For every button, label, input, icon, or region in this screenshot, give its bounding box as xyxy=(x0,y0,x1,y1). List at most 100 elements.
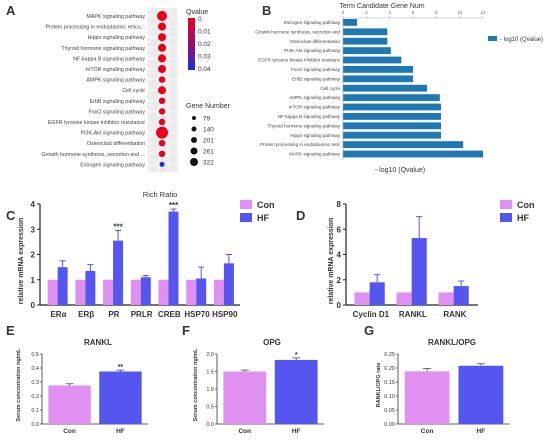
panel-c-y-tick-label: 0 xyxy=(31,301,36,310)
panel-c-y-tick-label: 3 xyxy=(31,225,36,234)
panel-a-pathway-label: NF-kappa B signaling pathway xyxy=(73,56,145,62)
panel-g-bar xyxy=(458,365,504,424)
panel-b-pathway-label: FoxO signaling pathway xyxy=(291,67,341,72)
panel-a-size-legend-label: 322 xyxy=(203,160,214,167)
panel-c-y-tick-label: 4 xyxy=(31,200,36,209)
panel-a-pathway-label: MAPK signaling pathway xyxy=(86,14,145,20)
panel-f-bar xyxy=(223,371,267,424)
panel-d-y-tick-label: 0 xyxy=(337,301,342,310)
panel-g-y-tick-label: 0.05 xyxy=(384,408,395,414)
panel-f-y-tick-label: 1.5 xyxy=(206,370,214,376)
panel-d-category-label: Cyclin D1 xyxy=(353,310,390,319)
panel-a-size-legend-label: 140 xyxy=(203,127,214,134)
panel-b-bar xyxy=(343,47,391,54)
panel-b-top-tick-label: 6 xyxy=(412,10,415,15)
panel-a-size-legend: 79 140 201 261 322 xyxy=(190,116,214,167)
panel-d-legend-hf-swatch xyxy=(500,213,512,222)
panel-c-bar-con xyxy=(158,279,169,305)
panel-g-y-tick-label: 0.00 xyxy=(384,422,395,428)
panel-e-y-tick-label: 0.4 xyxy=(31,366,39,372)
panel-b-bar xyxy=(343,56,402,64)
panel-c-plot: 0 1 2 3 4 ERα ERβ *** PR PRLR *** CREB HSP70 HSP90 xyxy=(31,200,240,319)
panel-b-bar xyxy=(343,141,464,148)
panel-a-size-legend-label: 201 xyxy=(203,138,214,145)
panel-c-category-label: HSP90 xyxy=(212,310,238,319)
panel-a-bubble xyxy=(158,43,166,52)
panel-c-category-label: PRLR xyxy=(131,310,153,319)
panel-a-size-legend-dot xyxy=(191,126,197,132)
panel-c-bar-hf xyxy=(168,211,179,305)
panel-b-pathway-label: Osteoclast differentiation xyxy=(290,39,341,44)
panel-f-category-label: HF xyxy=(292,428,301,435)
panel-c-bar-hf xyxy=(140,277,151,305)
panel-b-pathway-label: mTOR signaling pathway xyxy=(289,105,341,110)
panel-d-letter: D xyxy=(296,208,305,223)
panel-b-bar xyxy=(343,28,388,36)
panel-e-y-axis-label: Serum concentration ng/mL xyxy=(16,348,22,422)
panel-c-legend-hf-swatch xyxy=(240,213,252,222)
panel-b-bar xyxy=(343,94,440,101)
panel-a-pathway-label: EGFR tyrosine kinase inhibitor resistanc… xyxy=(48,120,145,126)
panel-c-bar-hf xyxy=(85,270,96,305)
panel-b-pathway-labels: Estrogen signaling pathway Growth hormone… xyxy=(255,20,340,157)
panel-b-pathway-label: Protein processing in endoplasmic retic xyxy=(260,142,341,147)
panel-d-bar-con xyxy=(438,292,454,305)
panel-a-pathway-label: Thyroid hormone signaling pathway xyxy=(61,46,145,52)
panel-f-plot: 0.0 0.5 1.0 1.5 2.0 Con * HF xyxy=(206,352,324,435)
panel-b-letter: B xyxy=(262,3,271,18)
panel-a-bubble xyxy=(157,11,167,21)
panel-b-pathway-label: PI3K-Akt signaling pathway xyxy=(284,48,341,53)
panel-b-bar xyxy=(343,84,427,92)
panel-b-bar xyxy=(343,122,441,130)
panel-a-pathway-label: Protein processing in endoplasmic reticu… xyxy=(45,25,145,31)
panel-b-pathway-label: EGFR tyrosine kinase inhibitor resistanc xyxy=(258,58,340,63)
panel-e-y-tick-label: 0.1 xyxy=(31,408,39,414)
panel-a-pathway-label: AMPK signaling pathway xyxy=(86,78,145,84)
panel-b-bar xyxy=(343,66,413,73)
panel-d-category-label: RANKL xyxy=(399,310,427,319)
panel-a-qvalue-ticks: 0 0.01 0.02 0.03 0.04 xyxy=(198,16,211,73)
panel-b-pathway-label: Thyroid hormone signaling pathway xyxy=(267,123,340,128)
panel-c-bar-con xyxy=(213,279,224,305)
panel-a-bubble-chart: A MAPK signaling pathway Protein processi… xyxy=(6,3,231,199)
panel-c-legend-con-swatch xyxy=(240,200,252,209)
panel-c-letter: C xyxy=(6,208,16,223)
panel-b-title: Term Candidate Gene Num xyxy=(339,3,424,10)
panel-d-legend-con-swatch xyxy=(500,200,512,209)
panel-a-bubble xyxy=(158,33,166,42)
panel-a-bubble xyxy=(158,22,166,31)
panel-c-y-tick-label: 2 xyxy=(31,251,36,260)
panel-d-y-tick-label: 6 xyxy=(337,225,342,234)
panel-c-category-label: PR xyxy=(108,310,119,319)
panel-a-size-legend-dot xyxy=(190,147,198,155)
panel-e-y-tick-label: 0.3 xyxy=(31,380,39,386)
panel-f-y-tick-label: 1.0 xyxy=(206,387,214,393)
panel-a-qvalue-legend-title: Qvalue xyxy=(186,9,208,16)
panel-a-bubble xyxy=(158,54,166,63)
panel-c-category-label: CREB xyxy=(158,310,181,319)
panel-a-pathway-label: mTOR signaling pathway xyxy=(86,67,145,73)
panel-b-pathway-label: Hippo signaling pathway xyxy=(290,133,341,138)
panel-a-bubble xyxy=(158,108,166,115)
panel-b-bar xyxy=(343,19,357,26)
panel-f-y-axis-label: Serum concentration ng/mL xyxy=(193,348,199,422)
panel-g-y-axis-label: RANKL/OPG rate xyxy=(376,363,382,408)
panel-b-top-tick-label: 10 xyxy=(457,10,463,15)
panel-d-y-axis-label: relative mRNA expression xyxy=(328,218,335,305)
panel-a-pathway-label: Cell cycle xyxy=(122,88,145,94)
panel-b-top-tick-label: 12 xyxy=(480,10,486,15)
panel-g-plot: 0.00 0.05 0.10 0.15 0.20 0.25 Con HF xyxy=(384,352,510,435)
panel-e-significance-mark: ** xyxy=(118,364,124,371)
panel-c-bar-hf xyxy=(57,267,68,305)
panel-g-letter: G xyxy=(364,323,374,338)
panel-b-top-tick-label: 0 xyxy=(342,10,345,15)
panel-c-category-label: ERα xyxy=(50,310,66,319)
panel-a-bubbles xyxy=(156,11,168,167)
panel-b-legend-label: - log10 (Qvalue) xyxy=(500,37,543,43)
panel-c-bar-con xyxy=(47,279,58,305)
panel-e-category-label: Con xyxy=(63,428,76,435)
panel-e-y-tick-label: 0.5 xyxy=(31,352,39,358)
panel-d-bar-hf xyxy=(369,282,385,305)
panel-a-x-axis-label: Rich Ratio xyxy=(143,190,178,199)
panel-d-legend-con-label: Con xyxy=(517,200,535,210)
